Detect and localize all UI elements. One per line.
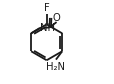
Text: NH: NH bbox=[40, 23, 55, 33]
Text: H₂N: H₂N bbox=[45, 62, 64, 72]
Text: O: O bbox=[52, 13, 60, 23]
Text: F: F bbox=[43, 3, 49, 13]
